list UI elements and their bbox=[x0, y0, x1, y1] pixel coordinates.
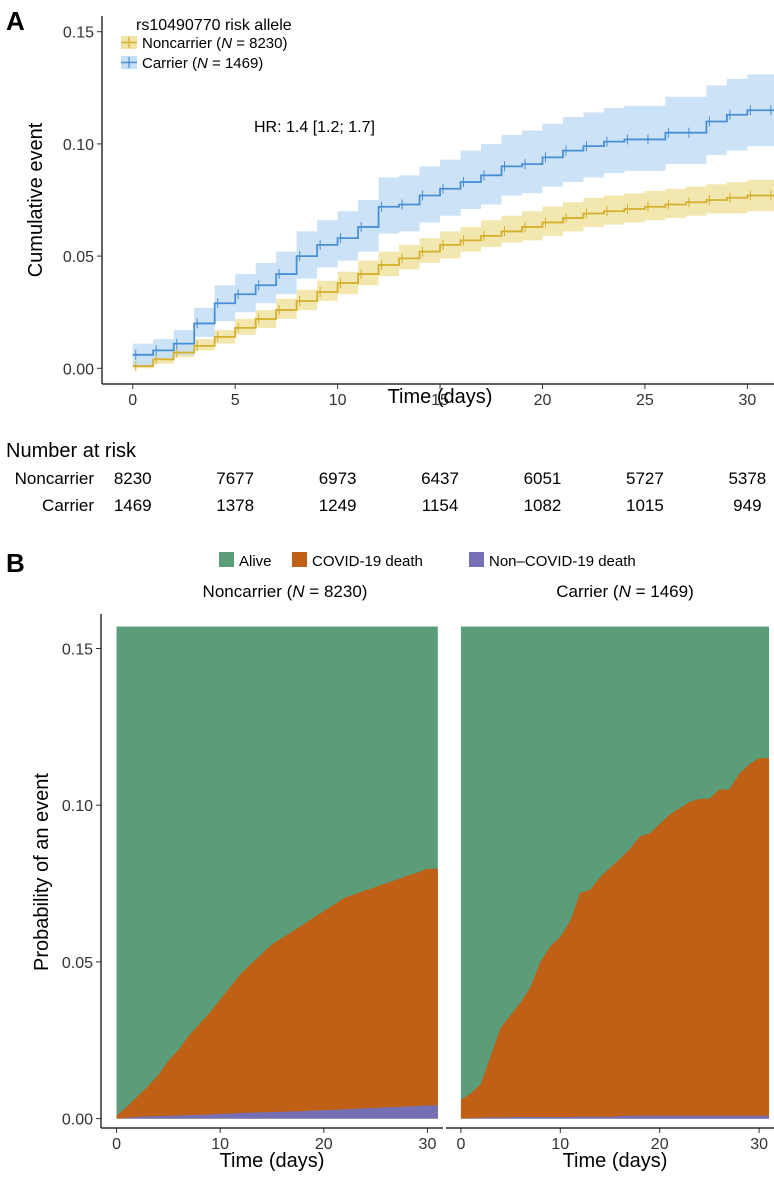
legend-item-carrier: Carrier (N = 1469) bbox=[121, 55, 263, 72]
y-tick-label: 0.10 bbox=[63, 137, 94, 154]
y-tick-label: 0.10 bbox=[62, 798, 93, 815]
risk-cell: 949 bbox=[733, 496, 761, 515]
panel-b-legend: Alive COVID-19 death Non–COVID-19 death bbox=[219, 552, 636, 570]
x-tick-label: 20 bbox=[534, 392, 552, 409]
y-tick-label: 0.05 bbox=[63, 249, 94, 266]
hazard-ratio-annotation: HR: 1.4 [1.2; 1.7] bbox=[254, 119, 375, 136]
svg-text:Carrier (N = 1469): Carrier (N = 1469) bbox=[142, 55, 263, 72]
risk-cell: 5378 bbox=[728, 469, 766, 488]
facet-noncarrier-xlabel: Time (days) bbox=[220, 1150, 325, 1172]
x-tick-label: 10 bbox=[211, 1136, 229, 1153]
y-tick-label: 0.00 bbox=[63, 361, 94, 378]
area-covid-death bbox=[460, 758, 770, 1119]
risk-table-title: Number at risk bbox=[6, 440, 137, 462]
x-tick-label: 30 bbox=[750, 1136, 768, 1153]
x-tick-label: 15 bbox=[431, 392, 449, 409]
y-tick-label: 0.00 bbox=[62, 1112, 93, 1129]
area-non-covid-death bbox=[460, 1115, 770, 1119]
legend-swatch bbox=[219, 552, 234, 567]
y-tick-label: 0.05 bbox=[62, 955, 93, 972]
y-tick-label: 0.15 bbox=[63, 25, 94, 42]
facet-title-noncarrier: Noncarrier (N = 8230) bbox=[203, 582, 368, 601]
risk-cell: 1154 bbox=[422, 496, 459, 515]
risk-row-label: Carrier bbox=[42, 496, 94, 515]
x-tick-label: 0 bbox=[128, 392, 137, 409]
y-tick-label: 0.15 bbox=[62, 641, 93, 658]
facet-title-carrier: Carrier (N = 1469) bbox=[556, 582, 693, 601]
risk-cell: 5727 bbox=[626, 469, 664, 488]
legend-swatch bbox=[292, 552, 307, 567]
risk-table: Noncarrier 8230 7677 6973 6437 6051 5727 5378 Ca… bbox=[15, 469, 767, 515]
x-tick-label: 25 bbox=[636, 392, 654, 409]
legend-item-noncarrier: Noncarrier (N = 8230) bbox=[121, 35, 288, 52]
facet-carrier-xlabel: Time (days) bbox=[563, 1150, 668, 1172]
risk-cell: 7677 bbox=[216, 469, 254, 488]
panel-a-ylabel: Cumulative event bbox=[25, 122, 47, 277]
risk-cell: 1378 bbox=[216, 496, 254, 515]
legend-swatch bbox=[469, 552, 484, 567]
panel-a-axes: 0 5 10 15 20 25 30 0.00 0.05 0.10 0.15 bbox=[63, 16, 774, 409]
km-line-noncarrier bbox=[132, 194, 774, 367]
panel-b-ylabel: Probability of an event bbox=[31, 773, 53, 971]
risk-cell: 1082 bbox=[524, 496, 562, 515]
area-covid-death bbox=[116, 868, 438, 1119]
legend-label: Non–COVID-19 death bbox=[489, 553, 636, 570]
panel-b-label: B bbox=[6, 548, 25, 578]
area-non-covid-death bbox=[116, 1105, 438, 1119]
x-tick-label: 20 bbox=[315, 1136, 333, 1153]
risk-row-label: Noncarrier bbox=[15, 469, 95, 488]
x-tick-label: 0 bbox=[112, 1136, 121, 1153]
risk-cell: 8230 bbox=[114, 469, 152, 488]
legend-label: Alive bbox=[239, 553, 272, 570]
panel-a-label: A bbox=[6, 6, 25, 36]
x-tick-label: 0 bbox=[456, 1136, 465, 1153]
panel-b-plot: 0 10 20 30 0.00 0.05 0.10 0.15 0 10 20 30 bbox=[62, 626, 770, 1153]
svg-text:Noncarrier (N = 8230): Noncarrier (N = 8230) bbox=[142, 35, 288, 52]
km-line-carrier bbox=[132, 109, 774, 356]
risk-cell: 6437 bbox=[421, 469, 459, 488]
risk-cell: 6051 bbox=[524, 469, 562, 488]
x-tick-label: 30 bbox=[738, 392, 756, 409]
panel-a-legend-title: rs10490770 risk allele bbox=[136, 17, 292, 34]
risk-cell: 1469 bbox=[114, 496, 152, 515]
risk-cell: 6973 bbox=[319, 469, 357, 488]
risk-cell: 1249 bbox=[319, 496, 357, 515]
x-tick-label: 10 bbox=[551, 1136, 569, 1153]
risk-cell: 1015 bbox=[626, 496, 664, 515]
panel-b-axes bbox=[100, 614, 774, 1129]
panel-a-xlabel: Time (days) bbox=[388, 386, 493, 408]
x-tick-label: 20 bbox=[651, 1136, 669, 1153]
x-tick-label: 30 bbox=[419, 1136, 437, 1153]
panel-a-plot bbox=[132, 74, 774, 372]
x-tick-label: 10 bbox=[329, 392, 347, 409]
x-tick-label: 5 bbox=[231, 392, 240, 409]
ci-band-carrier bbox=[132, 74, 774, 367]
legend-label: COVID-19 death bbox=[312, 553, 423, 570]
